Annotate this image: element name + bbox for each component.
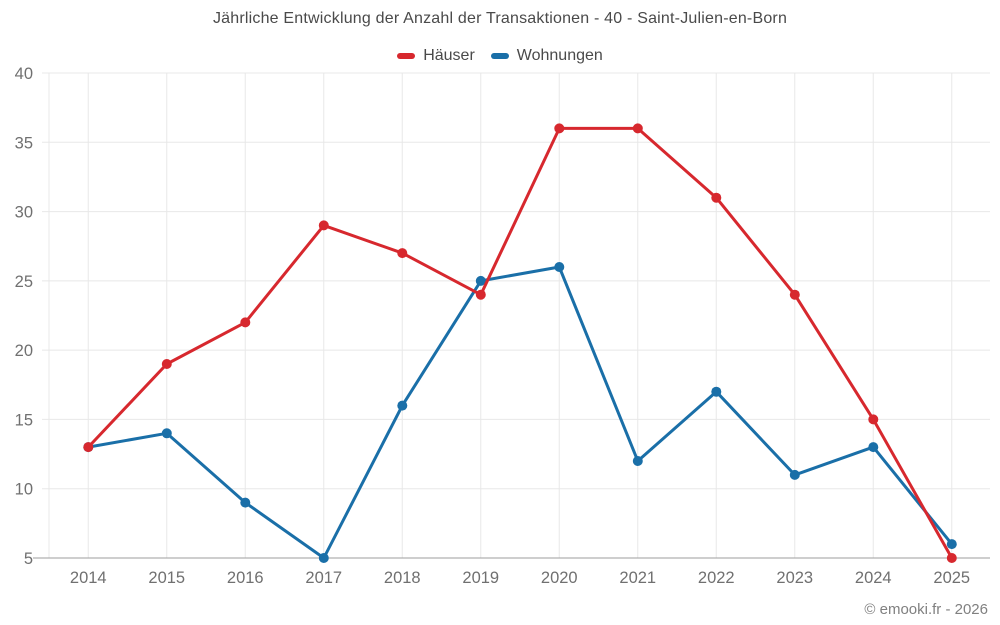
- data-point-häuser-2019[interactable]: [475, 289, 486, 300]
- data-point-wohnungen-2022[interactable]: [711, 386, 722, 397]
- data-point-wohnungen-2021[interactable]: [632, 456, 643, 466]
- x-tick-label: 2020: [541, 569, 578, 587]
- data-point-wohnungen-2018[interactable]: [397, 400, 408, 411]
- copyright-text: © emooki.fr - 2026: [864, 601, 988, 618]
- data-point-häuser-2023[interactable]: [789, 289, 800, 300]
- y-tick-label: 30: [15, 204, 33, 222]
- x-tick-label: 2016: [227, 569, 264, 587]
- x-tick-label: 2018: [384, 569, 421, 587]
- data-point-häuser-2018[interactable]: [397, 248, 408, 259]
- data-point-häuser-2021[interactable]: [632, 123, 643, 134]
- legend-label-wohnungen: Wohnungen: [516, 47, 603, 64]
- data-point-häuser-2020[interactable]: [554, 123, 565, 134]
- y-tick-label: 10: [15, 481, 33, 499]
- data-point-häuser-2016[interactable]: [240, 317, 251, 328]
- data-point-wohnungen-2017[interactable]: [318, 553, 329, 563]
- data-point-häuser-2017[interactable]: [318, 220, 329, 231]
- data-point-wohnungen-2019[interactable]: [475, 275, 486, 286]
- legend-item-hauser[interactable]: Häuser: [397, 47, 475, 65]
- x-tick-label: 2017: [305, 569, 342, 587]
- series-line-wohnungen: [86, 265, 954, 560]
- data-point-häuser-2022[interactable]: [711, 192, 722, 203]
- x-tick-label: 2021: [619, 569, 656, 587]
- y-tick-label: 35: [15, 134, 33, 152]
- y-tick-label: 5: [24, 550, 33, 568]
- data-point-wohnungen-2024[interactable]: [868, 442, 879, 453]
- y-tick-label: 15: [15, 411, 33, 429]
- x-tick-label: 2019: [462, 569, 499, 587]
- data-point-häuser-2015[interactable]: [161, 359, 172, 369]
- x-tick-label: 2014: [70, 569, 107, 587]
- x-tick-label: 2022: [698, 569, 735, 587]
- data-point-häuser-2025[interactable]: [946, 553, 957, 563]
- x-tick-label: 2023: [776, 569, 813, 587]
- y-tick-label: 25: [15, 273, 33, 291]
- legend-marker-hauser-icon: [397, 53, 416, 59]
- data-point-wohnungen-2016[interactable]: [240, 497, 251, 508]
- data-point-wohnungen-2015[interactable]: [161, 428, 172, 439]
- data-point-häuser-2024[interactable]: [868, 414, 879, 425]
- y-tick-label: 20: [15, 342, 33, 360]
- x-tick-label: 2015: [148, 569, 185, 587]
- legend-marker-wohnungen-icon: [490, 53, 509, 59]
- chart-title: Jährliche Entwicklung der Anzahl der Tra…: [212, 10, 788, 27]
- x-tick-label: 2025: [933, 569, 970, 587]
- data-point-wohnungen-2025[interactable]: [946, 539, 957, 550]
- series-line-häuser: [86, 126, 954, 560]
- legend-label-hauser: Häuser: [423, 47, 475, 64]
- data-point-häuser-2014[interactable]: [83, 442, 94, 453]
- data-point-wohnungen-2020[interactable]: [554, 262, 565, 272]
- data-point-wohnungen-2023[interactable]: [789, 469, 800, 480]
- legend: Häuser Wohnungen: [0, 47, 1000, 65]
- y-tick-label: 40: [15, 65, 33, 83]
- x-tick-label: 2024: [855, 569, 892, 587]
- legend-item-wohnungen[interactable]: Wohnungen: [490, 47, 603, 65]
